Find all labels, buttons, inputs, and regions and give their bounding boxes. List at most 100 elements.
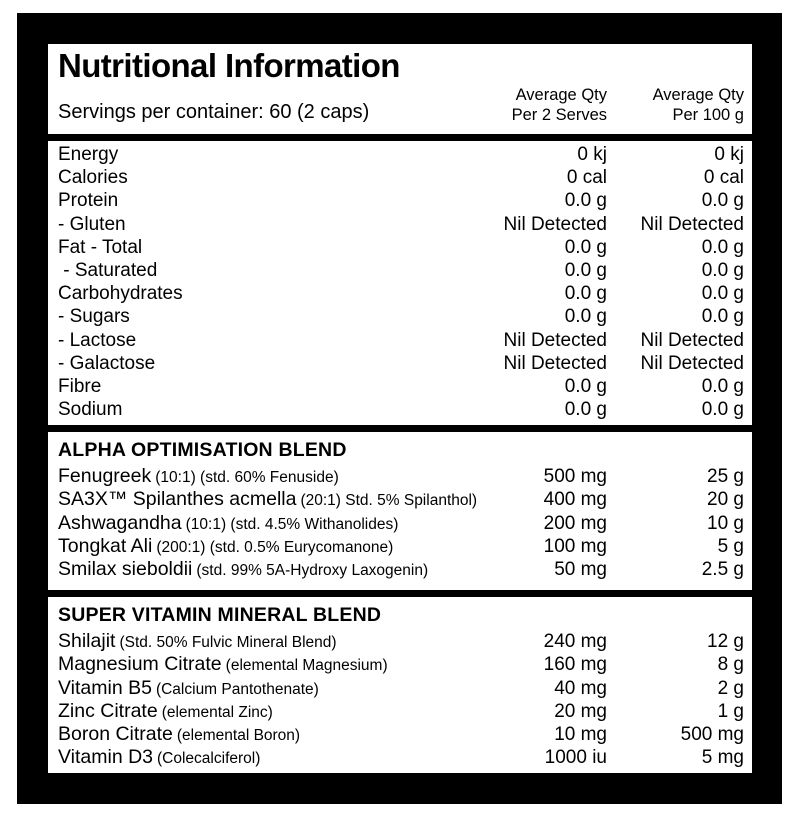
value-per-2-serves: 0 kj [577,144,607,165]
nutrient-name: Sodium [58,399,123,421]
table-row-energy: Energy 0 kj 0 kj [58,144,744,167]
ingredient-detail: (200:1) (std. 0.5% Eurycomanone) [156,538,394,556]
value-per-100g: 0.0 g [701,399,744,421]
nutrient-name: - Gluten [58,213,126,235]
blend-row-vitamin-b5: Vitamin B5 (Calcium Pantothenate) 40 mg 2… [58,677,744,700]
blend-heading: SUPER VITAMIN MINERAL BLEND [58,604,382,626]
blend-row-shilajit: Shilajit (Std. 50% Fulvic Mineral Blend) … [58,630,744,653]
value-per-100g: 0.0 g [701,259,744,281]
blend-row-tongkat-ali: Tongkat Ali (200:1) (std. 0.5% Eurycomano… [58,535,744,558]
ingredient-name: Fenugreek (10:1) (std. 60% Fenuside) [58,465,339,487]
nutrition-label-frame: Nutritional Information Servings per con… [17,13,782,804]
nutrient-name: Calories [58,167,128,189]
nutrient-name: Carbohydrates [58,283,183,305]
nutrient-name: - Lactose [58,329,137,351]
value-per-2-serves: 0.0 g [564,236,607,258]
value-per-100g: 0.0 g [701,375,744,397]
ingredient-name: SA3X™ Spilanthes acmella (20:1) Std. 5% S… [58,488,478,511]
blend-row-ashwagandha: Ashwagandha (10:1) (std. 4.5% Withanolide… [58,512,744,535]
blend-section-super-vitamin-mineral: SUPER VITAMIN MINERAL BLEND Shilajit (Std… [48,597,752,773]
value-per-100g: 0 kj [714,144,744,165]
value-per-2-serves: 0.0 g [564,306,607,328]
servings-per-container: Servings per container: 60 (2 caps) [58,101,370,123]
ingredient-detail: (10:1) (std. 60% Fenuside) [155,469,339,486]
blend-row-vitamin-d3: Vitamin D3 (Colecalciferol) 1000 iu 5 mg [58,746,744,769]
value-per-2-serves: 0.0 g [564,375,607,397]
value-per-100g: 0 cal [703,167,744,189]
value-per-2-serves: 50 mg [554,559,607,581]
ingredient-name: Vitamin D3 (Colecalciferol) [58,746,261,769]
value-per-2-serves: Nil Detected [503,213,608,235]
column-header-line: Per 2 Serves [511,105,607,124]
value-per-100g: 0.0 g [701,236,744,258]
value-per-100g: 10 g [707,512,744,534]
value-per-2-serves: 0 cal [566,167,607,189]
value-per-2-serves: Nil Detected [503,352,608,374]
header-section: Nutritional Information Servings per con… [48,44,752,134]
ingredient-detail: (Std. 50% Fulvic Mineral Blend) [119,634,337,651]
ingredient-name: Shilajit (Std. 50% Fulvic Mineral Blend) [58,630,337,652]
nutrient-name: - Galactose [58,352,156,374]
value-per-100g: Nil Detected [640,213,745,235]
value-per-100g: 0.0 g [701,190,744,212]
ingredient-name: Tongkat Ali (200:1) (std. 0.5% Eurycomano… [58,534,394,557]
table-row-sugars: - Sugars 0.0 g 0.0 g [58,306,744,329]
nutrient-name: Fibre [58,375,102,397]
value-per-100g: 2.5 g [701,559,744,581]
blend-row-boron-citrate: Boron Citrate (elemental Boron) 10 mg 500… [58,723,744,746]
blend-row-zinc-citrate: Zinc Citrate (elemental Zinc) 20 mg 1 g [58,700,744,723]
column-header-per-2-serves: Average Qty Per 2 Serves [487,86,607,125]
value-per-2-serves: 160 mg [543,654,607,676]
value-per-100g: 0.0 g [701,283,744,305]
table-row-fat-saturated: - Saturated 0.0 g 0.0 g [58,260,744,283]
blend-heading: ALPHA OPTIMISATION BLEND [58,439,347,461]
ingredient-detail: (elemental Zinc) [161,703,273,721]
value-per-2-serves: Nil Detected [503,329,608,351]
value-per-100g: Nil Detected [640,352,745,374]
value-per-100g: 20 g [707,489,744,511]
page-title: Nutritional Information [58,47,400,84]
blend-row-magnesium-citrate: Magnesium Citrate (elemental Magnesium) 1… [58,653,744,676]
column-header-line: Average Qty [515,86,607,104]
ingredient-detail: (std. 99% 5A-Hydroxy Laxogenin) [196,562,429,580]
value-per-100g: 2 g [717,677,744,699]
table-row-galactose: - Galactose Nil Detected Nil Detected [58,353,744,376]
nutrient-name: Fat - Total [58,236,143,258]
value-per-100g: 1 g [717,700,744,722]
value-per-100g: 0.0 g [701,306,744,328]
ingredient-detail: (20:1) Std. 5% Spilanthol) [300,492,478,510]
blend-row-fenugreek: Fenugreek (10:1) (std. 60% Fenuside) 500 … [58,465,744,488]
nutrient-name: Protein [58,190,119,212]
nutrient-name: Energy [58,144,119,165]
ingredient-name: Zinc Citrate (elemental Zinc) [58,699,273,722]
column-header-line: Average Qty [652,86,744,104]
ingredient-name: Vitamin B5 (Calcium Pantothenate) [58,676,319,699]
value-per-2-serves: 100 mg [543,535,607,557]
value-per-2-serves: 400 mg [543,489,607,511]
value-per-100g: 5 mg [701,747,744,769]
table-row-fibre: Fibre 0.0 g 0.0 g [58,376,744,399]
ingredient-name: Smilax sieboldii (std. 99% 5A-Hydroxy Lax… [58,558,429,581]
blend-row-sa3x-spilanthes: SA3X™ Spilanthes acmella (20:1) Std. 5% S… [58,488,744,511]
value-per-2-serves: 10 mg [554,724,607,746]
ingredient-detail: (elemental Magnesium) [225,657,388,675]
value-per-2-serves: 20 mg [554,700,607,722]
table-row-gluten: - Gluten Nil Detected Nil Detected [58,214,744,237]
nutrition-table-section: Energy 0 kj 0 kj Calories 0 cal 0 cal Pr… [48,141,752,425]
value-per-2-serves: 40 mg [554,677,607,699]
value-per-100g: 5 g [717,535,744,557]
table-row-calories: Calories 0 cal 0 cal [58,167,744,190]
blend-section-alpha-optimisation: ALPHA OPTIMISATION BLEND Fenugreek (10:1)… [48,432,752,590]
ingredient-detail: (Calcium Pantothenate) [155,680,319,698]
blend-row-smilax-sieboldii: Smilax sieboldii (std. 99% 5A-Hydroxy Lax… [58,558,744,581]
value-per-2-serves: 500 mg [543,466,607,487]
value-per-100g: 25 g [707,466,744,487]
nutrient-name: - Saturated [58,259,158,281]
table-row-fat-total: Fat - Total 0.0 g 0.0 g [58,237,744,260]
value-per-2-serves: 0.0 g [564,283,607,305]
ingredient-name: Magnesium Citrate (elemental Magnesium) [58,653,388,676]
table-row-protein: Protein 0.0 g 0.0 g [58,190,744,213]
value-per-100g: 8 g [717,654,744,676]
nutrient-name: - Sugars [58,306,130,328]
table-row-carbohydrates: Carbohydrates 0.0 g 0.0 g [58,283,744,306]
